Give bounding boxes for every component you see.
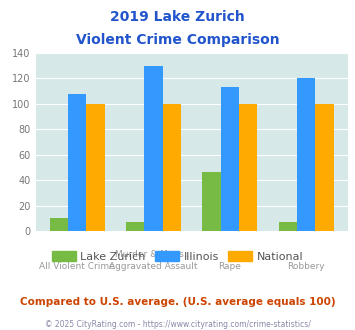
Text: Rape: Rape (218, 262, 241, 271)
Bar (50, 218, 68, 231)
Bar (239, 104, 257, 231)
Text: Violent Crime Comparison: Violent Crime Comparison (76, 33, 279, 47)
Bar (144, 66, 163, 231)
Bar (126, 222, 144, 231)
Bar (163, 104, 181, 231)
Bar (279, 222, 297, 231)
Text: 2019 Lake Zurich: 2019 Lake Zurich (110, 10, 245, 24)
Bar (297, 78, 315, 231)
Text: Robbery: Robbery (288, 262, 325, 271)
Text: Compared to U.S. average. (U.S. average equals 100): Compared to U.S. average. (U.S. average … (20, 297, 335, 307)
Bar (86, 104, 105, 231)
Text: Aggravated Assault: Aggravated Assault (109, 262, 198, 271)
Bar (202, 173, 221, 231)
Text: Murder & Mans...: Murder & Mans... (115, 250, 192, 259)
Bar (315, 104, 334, 231)
Bar (221, 87, 239, 231)
Legend: Lake Zurich, Illinois, National: Lake Zurich, Illinois, National (47, 247, 308, 267)
Text: All Violent Crime: All Violent Crime (39, 262, 115, 271)
Bar (68, 93, 86, 231)
Text: © 2025 CityRating.com - https://www.cityrating.com/crime-statistics/: © 2025 CityRating.com - https://www.city… (45, 320, 310, 329)
